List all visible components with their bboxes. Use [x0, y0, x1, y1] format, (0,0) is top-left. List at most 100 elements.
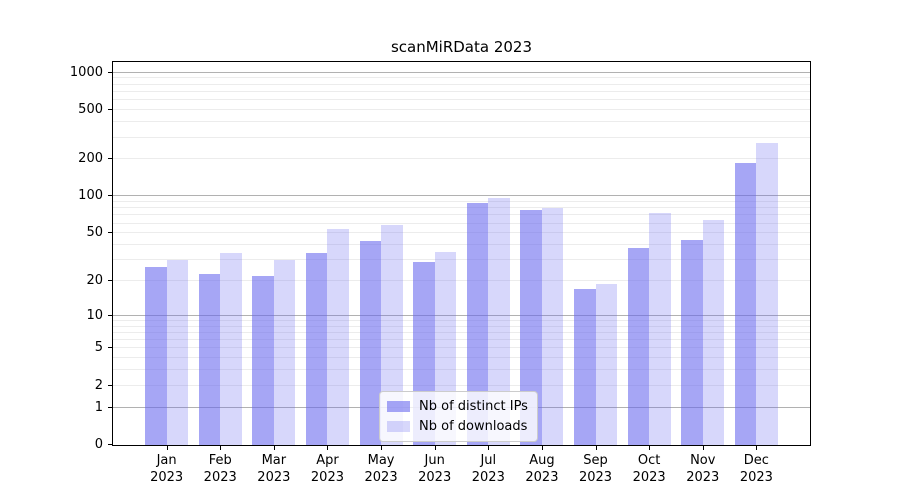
- y-axis: 1000 500 200 100 50 20 10 5 2 1 0: [0, 61, 112, 452]
- minor-gridline-200: [113, 158, 810, 160]
- x-tick-label-oct: Oct 2023: [632, 453, 666, 485]
- bar-dec-downloads: [756, 143, 778, 445]
- bar-nov-distinct-ips: [681, 239, 703, 445]
- minor-gridline-700: [113, 90, 810, 92]
- minor-gridline-800: [113, 83, 810, 85]
- bar-sep-distinct-ips: [574, 289, 596, 445]
- bar-may-downloads: [381, 225, 403, 445]
- y-tick-label-5: 5: [94, 340, 103, 356]
- y-tick-mark: [108, 384, 112, 386]
- x-tick-label-jun: Jun 2023: [418, 453, 452, 485]
- x-tick-mark: [756, 446, 758, 450]
- bar-aug-distinct-ips: [520, 209, 542, 445]
- major-gridline-10: [113, 314, 810, 316]
- y-tick-mark: [108, 109, 112, 111]
- y-tick-label-100: 100: [78, 188, 103, 204]
- y-tick-mark: [108, 71, 112, 73]
- minor-gridline-30: [113, 258, 810, 260]
- legend-entry-distinct-ips: Nb of distinct IPs: [387, 398, 528, 415]
- x-tick-label-apr: Apr 2023: [310, 453, 344, 485]
- y-tick-label-10: 10: [86, 307, 103, 323]
- minor-gridline-600: [113, 99, 810, 101]
- x-tick-label-jan: Jan 2023: [150, 453, 184, 485]
- minor-gridline-90: [113, 200, 810, 202]
- x-tick-mark: [166, 446, 168, 450]
- y-tick-mark: [108, 232, 112, 234]
- x-tick-label-may: May 2023: [364, 453, 398, 485]
- y-tick-label-20: 20: [86, 272, 103, 288]
- minor-gridline-20: [113, 279, 810, 281]
- bar-mar-downloads: [273, 259, 296, 445]
- x-tick-mark: [649, 446, 651, 450]
- bar-sep-downloads: [595, 283, 617, 445]
- y-tick-mark: [108, 279, 112, 281]
- bar-jul-downloads: [488, 197, 510, 445]
- y-tick-label-200: 200: [78, 151, 103, 167]
- bar-apr-downloads: [327, 229, 349, 445]
- minor-gridline-6: [113, 339, 810, 341]
- x-tick-mark: [541, 446, 543, 450]
- bar-may-distinct-ips: [359, 241, 382, 445]
- minor-gridline-300: [113, 136, 810, 138]
- bar-aug-downloads: [541, 208, 564, 445]
- y-tick-label-50: 50: [86, 225, 103, 241]
- legend-label-distinct-ips: Nb of distinct IPs: [419, 399, 528, 414]
- legend: Nb of distinct IPs Nb of downloads: [379, 391, 538, 442]
- y-tick-mark: [108, 347, 112, 349]
- x-tick-mark: [702, 446, 704, 450]
- x-tick-mark: [273, 446, 275, 450]
- minor-gridline-80: [113, 207, 810, 209]
- x-tick-label-sep: Sep 2023: [578, 453, 613, 485]
- bar-oct-downloads: [649, 213, 671, 445]
- legend-swatch-downloads: [387, 421, 410, 432]
- bar-feb-distinct-ips: [198, 273, 221, 445]
- y-tick-label-0: 0: [94, 437, 103, 452]
- bar-jan-distinct-ips: [145, 267, 167, 445]
- x-tick-label-nov: Nov 2023: [686, 453, 720, 485]
- bar-feb-downloads: [220, 253, 242, 445]
- minor-gridline-5: [113, 347, 810, 349]
- minor-gridline-500: [113, 109, 810, 111]
- y-tick-label-2: 2: [94, 377, 103, 393]
- minor-gridline-40: [113, 243, 810, 245]
- y-tick-label-1000: 1000: [69, 64, 103, 80]
- major-gridline-100: [113, 195, 810, 197]
- x-tick-mark: [327, 446, 329, 450]
- x-tick-label-aug: Aug 2023: [525, 453, 559, 485]
- bar-dec-distinct-ips: [734, 163, 757, 445]
- minor-gridline-400: [113, 121, 810, 123]
- minor-gridline-70: [113, 214, 810, 216]
- x-tick-mark: [434, 446, 436, 450]
- minor-gridline-60: [113, 222, 810, 224]
- minor-gridline-50: [113, 232, 810, 234]
- x-axis: Jan 2023 Feb 2023 Mar 2023 Apr 2023 May 2023…: [112, 446, 811, 496]
- plot-layers: [113, 62, 810, 445]
- bar-nov-downloads: [702, 220, 725, 445]
- minor-gridline-9: [113, 319, 810, 321]
- minor-gridline-4: [113, 357, 810, 359]
- y-tick-mark: [108, 314, 112, 316]
- y-tick-mark: [108, 195, 112, 197]
- minor-gridline-3: [113, 369, 810, 371]
- chart-title: scanMiRData 2023: [390, 38, 533, 56]
- x-tick-label-mar: Mar 2023: [257, 453, 291, 485]
- bar-jan-downloads: [166, 259, 189, 445]
- x-tick-mark: [488, 446, 490, 450]
- y-tick-label-1: 1: [94, 399, 103, 415]
- legend-label-downloads: Nb of downloads: [419, 419, 528, 434]
- bar-mar-distinct-ips: [252, 276, 274, 445]
- minor-gridline-8: [113, 325, 810, 327]
- x-tick-mark: [381, 446, 383, 450]
- bar-apr-distinct-ips: [306, 253, 328, 445]
- plot-area: Nb of distinct IPs Nb of downloads: [112, 61, 811, 446]
- bar-oct-distinct-ips: [627, 247, 650, 445]
- minor-gridline-7: [113, 331, 810, 333]
- legend-entry-downloads: Nb of downloads: [387, 418, 528, 435]
- y-tick-mark: [108, 158, 112, 160]
- minor-gridline-2: [113, 384, 810, 386]
- legend-swatch-distinct-ips: [387, 401, 410, 412]
- y-tick-mark: [108, 444, 112, 445]
- y-tick-mark: [108, 406, 112, 408]
- x-tick-label-jul: Jul 2023: [471, 453, 505, 485]
